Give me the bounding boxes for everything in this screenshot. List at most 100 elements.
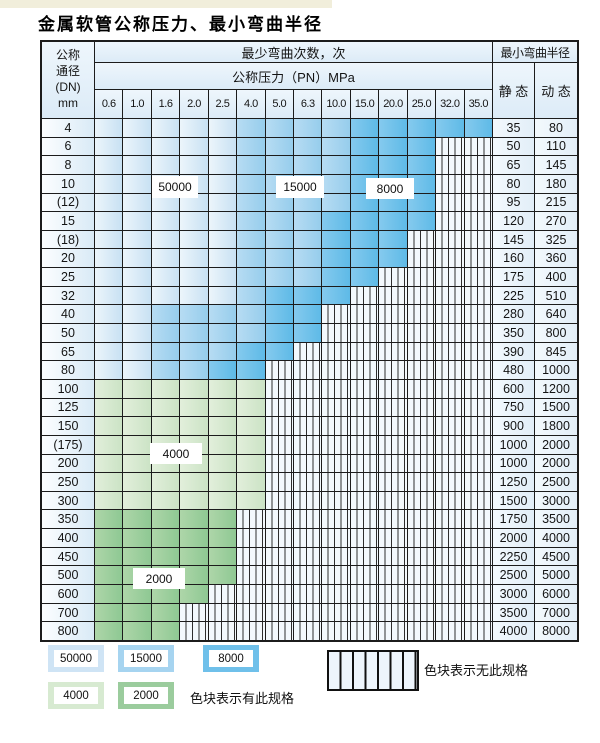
cycle-cell-15000 <box>237 119 265 137</box>
no-spec-cell <box>436 566 464 585</box>
cycle-cell-15000 <box>294 230 322 249</box>
cycle-cell-8000 <box>350 119 379 137</box>
cycle-cell-8000 <box>379 249 407 268</box>
page-title: 金属软管公称压力、最小弯曲半径 <box>38 15 323 34</box>
cycle-cell-8000 <box>379 156 407 174</box>
dn-cell: 500 <box>42 566 94 585</box>
cycle-cell-50000 <box>180 230 208 249</box>
cycle-zone-label: 8000 <box>366 178 414 199</box>
no-spec-cell <box>464 379 492 398</box>
cycle-zone-label: 50000 <box>152 176 198 198</box>
no-spec-cell <box>350 510 379 529</box>
no-spec-cell <box>436 603 464 622</box>
no-spec-cell <box>322 473 350 491</box>
cycle-cell-50000 <box>180 286 208 305</box>
no-spec-cell <box>464 491 492 510</box>
cycle-cell-4000 <box>208 491 237 510</box>
cycle-cell-4000 <box>180 417 208 435</box>
dn-cell: 100 <box>42 379 94 398</box>
cycle-cell-4000 <box>95 417 123 435</box>
no-spec-cell <box>436 585 464 603</box>
no-spec-cell <box>265 473 293 491</box>
cycle-cell-50000 <box>123 305 151 324</box>
no-spec-cell <box>379 398 407 417</box>
cycle-cell-15000 <box>294 268 322 286</box>
no-spec-cell <box>407 603 436 622</box>
cycle-cell-8000 <box>294 286 322 305</box>
cycle-cell-4000 <box>180 379 208 398</box>
cycle-cell-8000 <box>322 249 350 268</box>
legend-swatch-50000: 50000 <box>48 645 104 672</box>
no-spec-cell <box>265 585 293 603</box>
cycle-cell-15000 <box>237 324 265 342</box>
no-spec-cell <box>322 324 350 342</box>
no-spec-cell <box>294 473 322 491</box>
cycle-cell-50000 <box>123 268 151 286</box>
cycle-cell-50000 <box>95 230 123 249</box>
cycle-cell-15000 <box>265 119 293 137</box>
cycle-cell-50000 <box>123 342 151 361</box>
cycle-cell-15000 <box>237 174 265 193</box>
no-spec-cell <box>350 324 379 342</box>
no-spec-cell <box>464 622 492 640</box>
cycle-cell-8000 <box>265 286 293 305</box>
cycle-cell-8000 <box>379 212 407 230</box>
no-spec-cell <box>350 435 379 454</box>
cycle-cell-50000 <box>95 249 123 268</box>
dynamic-radius-cell: 1000 <box>535 361 577 379</box>
static-radius-cell: 1000 <box>493 435 534 454</box>
cycle-cell-50000 <box>180 212 208 230</box>
cycle-cell-15000 <box>237 137 265 156</box>
no-spec-cell <box>436 342 464 361</box>
cycle-cell-50000 <box>95 286 123 305</box>
no-spec-cell <box>379 324 407 342</box>
cycle-cell-50000 <box>208 119 237 137</box>
no-spec-cell <box>464 473 492 491</box>
no-spec-cell <box>294 417 322 435</box>
no-spec-cell <box>265 491 293 510</box>
no-spec-cell <box>379 454 407 473</box>
no-spec-cell <box>464 268 492 286</box>
no-spec-cell <box>464 510 492 529</box>
no-spec-cell <box>436 174 464 193</box>
table-wrap: 公称 通径 (DN) mm 最少弯曲次数，次 最小弯曲半径 公称压力（PN）MP… <box>40 40 579 642</box>
no-spec-cell <box>407 454 436 473</box>
cycle-cell-4000 <box>180 473 208 491</box>
dn-cell: 50 <box>42 324 94 342</box>
no-spec-cell <box>464 286 492 305</box>
no-spec-cell <box>237 529 265 547</box>
static-radius-cell: 3500 <box>493 603 534 622</box>
cycle-cell-8000 <box>350 268 379 286</box>
dynamic-radius-cell: 3500 <box>535 510 577 529</box>
legend-no-spec-swatch <box>327 650 419 691</box>
no-spec-cell <box>464 156 492 174</box>
dn-cell: (18) <box>42 230 94 249</box>
cycle-cell-15000 <box>265 230 293 249</box>
cycle-cell-4000 <box>237 473 265 491</box>
cycle-cell-15000 <box>322 156 350 174</box>
no-spec-cell <box>379 342 407 361</box>
cycle-cell-2000 <box>180 566 208 585</box>
dn-cell: 600 <box>42 585 94 603</box>
static-radius-cell: 4000 <box>493 622 534 640</box>
cycle-cell-50000 <box>180 119 208 137</box>
cycle-cell-2000 <box>151 510 180 529</box>
cycle-cell-8000 <box>407 119 436 137</box>
cycle-cell-50000 <box>95 174 123 193</box>
dn-cell: 150 <box>42 417 94 435</box>
cycle-cell-15000 <box>294 212 322 230</box>
cycle-cell-2000 <box>123 585 151 603</box>
no-spec-cell <box>350 417 379 435</box>
no-spec-cell <box>322 398 350 417</box>
static-radius-cell: 1250 <box>493 473 534 491</box>
cycle-cell-8000 <box>237 361 265 379</box>
cycle-cell-15000 <box>180 305 208 324</box>
no-spec-cell <box>294 622 322 640</box>
static-radius-cell: 1500 <box>493 491 534 510</box>
static-radius-cell: 95 <box>493 193 534 212</box>
dynamic-radius-cell: 510 <box>535 286 577 305</box>
dynamic-column-header: 动 态 <box>535 63 577 118</box>
no-spec-cell <box>407 435 436 454</box>
cycle-cell-8000 <box>322 286 350 305</box>
no-spec-cell <box>436 510 464 529</box>
